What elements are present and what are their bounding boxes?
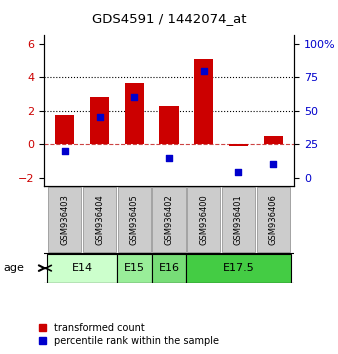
- Text: GSM936401: GSM936401: [234, 194, 243, 245]
- Bar: [118, 187, 151, 252]
- Text: E17.5: E17.5: [223, 263, 255, 273]
- Text: E15: E15: [124, 263, 145, 273]
- Point: [166, 155, 172, 160]
- Bar: [194, 59, 213, 144]
- Bar: [186, 254, 291, 282]
- Point: [270, 161, 276, 167]
- Text: E14: E14: [72, 263, 93, 273]
- Text: GSM936400: GSM936400: [199, 194, 208, 245]
- Point: [201, 68, 207, 73]
- Bar: [160, 106, 178, 144]
- Text: GSM936405: GSM936405: [130, 194, 139, 245]
- Bar: [222, 187, 255, 252]
- Text: E16: E16: [159, 263, 179, 273]
- Text: age: age: [3, 263, 24, 273]
- Text: GSM936403: GSM936403: [60, 194, 69, 245]
- Point: [236, 170, 241, 175]
- Point: [97, 115, 102, 120]
- Bar: [229, 144, 248, 145]
- Bar: [90, 97, 109, 144]
- Text: GSM936402: GSM936402: [165, 194, 173, 245]
- Bar: [187, 187, 220, 252]
- Legend: transformed count, percentile rank within the sample: transformed count, percentile rank withi…: [39, 323, 219, 346]
- Bar: [48, 187, 81, 252]
- Point: [131, 95, 137, 100]
- Bar: [117, 254, 152, 282]
- Text: GDS4591 / 1442074_at: GDS4591 / 1442074_at: [92, 12, 246, 25]
- Text: GSM936404: GSM936404: [95, 194, 104, 245]
- Bar: [83, 187, 116, 252]
- Bar: [152, 187, 186, 252]
- Text: GSM936406: GSM936406: [269, 194, 278, 245]
- Bar: [264, 136, 283, 144]
- Bar: [47, 254, 117, 282]
- Bar: [125, 83, 144, 144]
- Bar: [152, 254, 186, 282]
- Bar: [257, 187, 290, 252]
- Point: [62, 148, 68, 154]
- Bar: [55, 115, 74, 144]
